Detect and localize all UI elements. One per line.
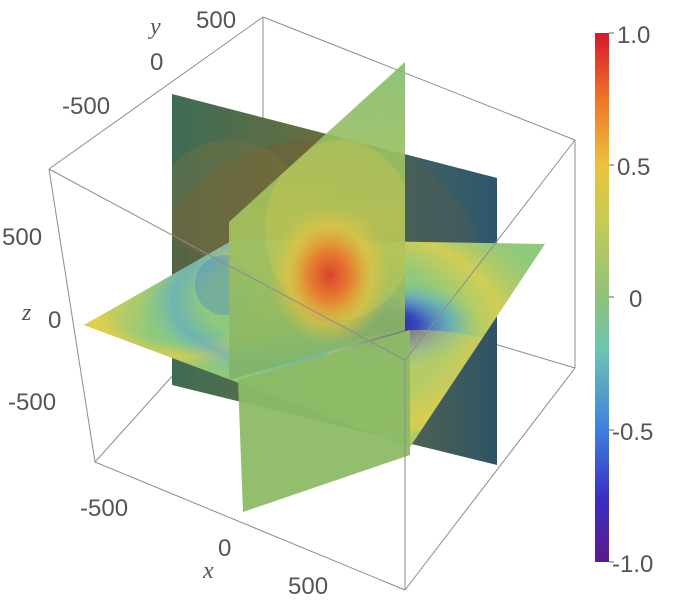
colorbar-tick-neg0.5: -0.5 bbox=[612, 419, 653, 446]
x-tick-0: 0 bbox=[218, 535, 231, 562]
y-tick-500: 500 bbox=[196, 7, 236, 34]
x-axis-label: x bbox=[202, 558, 214, 584]
colorbar-tick-neg1: -1.0 bbox=[612, 551, 653, 578]
x-tick-500: 500 bbox=[288, 573, 328, 600]
z-axis-label: z bbox=[21, 300, 32, 326]
z-tick-neg500: -500 bbox=[8, 389, 56, 416]
colorbar-tick-0: 0 bbox=[629, 286, 642, 313]
colorbar-gradient bbox=[595, 33, 609, 562]
z-tick-0: 0 bbox=[48, 307, 61, 334]
colorbar-ticks bbox=[609, 32, 614, 563]
x-tick-neg500: -500 bbox=[80, 495, 128, 522]
colorbar: 1.0 0.5 0 -0.5 -1.0 bbox=[595, 22, 653, 578]
z-tick-500: 500 bbox=[2, 224, 42, 251]
y-tick-neg500: -500 bbox=[62, 93, 110, 120]
y-axis-label: y bbox=[148, 14, 161, 40]
slice-plane-x bbox=[229, 62, 410, 512]
colorbar-tick-0.5: 0.5 bbox=[617, 154, 650, 181]
y-tick-0: 0 bbox=[150, 49, 163, 76]
bounding-box-front bbox=[48, 139, 576, 591]
colorbar-tick-1: 1.0 bbox=[617, 22, 650, 49]
